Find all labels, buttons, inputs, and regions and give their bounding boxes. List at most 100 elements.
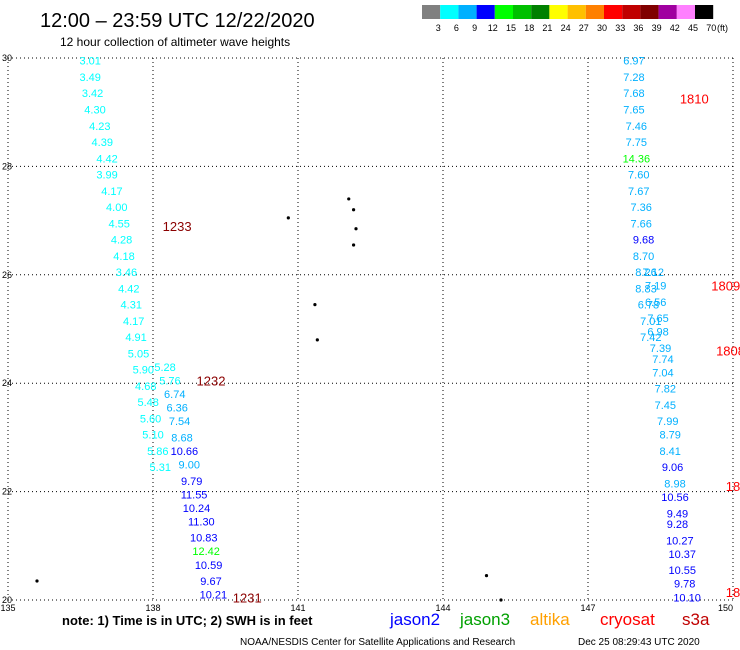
swh-value: 11.55 bbox=[181, 489, 208, 501]
swh-value: 9.79 bbox=[181, 476, 202, 488]
legend-swatch bbox=[458, 5, 477, 19]
swh-value: 6.56 bbox=[645, 297, 666, 309]
legend-label: 30 bbox=[597, 23, 607, 33]
legend-swatch bbox=[640, 5, 659, 19]
legend-swatch bbox=[549, 5, 568, 19]
altimeter-tracks: 3.01 3.49 3.42 4.30 4.23 4.39 4.42 3.99 4.17 4.00… bbox=[79, 56, 740, 606]
swh-value: 7.28 bbox=[623, 72, 644, 84]
swh-value: 9.28 bbox=[667, 519, 688, 531]
legend-label: 36 bbox=[633, 23, 643, 33]
swh-value: 8.70 bbox=[633, 251, 654, 263]
island-marker bbox=[313, 303, 317, 307]
pass-time-label: 1231 bbox=[233, 590, 262, 605]
x-axis: 135 138 141 144 147 150 bbox=[0, 603, 733, 613]
legend-swatch bbox=[585, 5, 604, 19]
swh-value: 9.78 bbox=[674, 579, 695, 591]
footer-note: note: 1) Time is in UTC; 2) SWH is in fe… bbox=[62, 613, 313, 628]
swh-value: 4.17 bbox=[123, 316, 144, 328]
footer-credit: NOAA/NESDIS Center for Satellite Applica… bbox=[240, 637, 515, 648]
x-tick-label: 147 bbox=[580, 603, 595, 613]
legend-label: 21 bbox=[542, 23, 552, 33]
island-marker bbox=[499, 598, 503, 602]
swh-value: 10.10 bbox=[673, 592, 701, 604]
x-tick-label: 138 bbox=[145, 603, 160, 613]
swh-value: 6.78 bbox=[638, 300, 659, 312]
swh-value: 5.31 bbox=[150, 462, 171, 474]
swh-value: 7.66 bbox=[630, 218, 651, 230]
swh-value: 7.68 bbox=[623, 88, 644, 100]
chart-subtitle: 12 hour collection of altimeter wave hei… bbox=[60, 35, 290, 49]
swh-value: 9.06 bbox=[662, 462, 683, 474]
legend-swatch bbox=[604, 5, 623, 19]
swh-value: 9.49 bbox=[667, 508, 688, 520]
island-marker bbox=[351, 208, 356, 212]
swh-value: 7.01 bbox=[640, 316, 661, 328]
island-marker bbox=[286, 216, 290, 220]
swh-value: 7.39 bbox=[650, 343, 671, 355]
island-marker bbox=[351, 243, 356, 247]
legend-label: 70 bbox=[706, 23, 716, 33]
swh-value: 5.48 bbox=[137, 397, 158, 409]
swh-value: 3.01 bbox=[79, 56, 100, 68]
x-tick-label: 135 bbox=[0, 603, 15, 613]
swh-value: 4.31 bbox=[121, 300, 142, 312]
legend-unit: (ft) bbox=[717, 23, 728, 33]
pass-time-label: 1233 bbox=[163, 219, 192, 234]
pass-time-label: 18 bbox=[726, 585, 740, 600]
y-tick-label: 26 bbox=[2, 270, 12, 280]
swh-value: 4.00 bbox=[106, 202, 127, 214]
legend-label: 15 bbox=[506, 23, 516, 33]
legend-label: 24 bbox=[561, 23, 571, 33]
y-tick-label: 24 bbox=[2, 378, 12, 388]
swh-value: 7.19 bbox=[645, 281, 666, 293]
swh-value: 5.86 bbox=[147, 446, 168, 458]
island-marker bbox=[35, 579, 39, 583]
x-tick-label: 150 bbox=[718, 603, 733, 613]
pass-time-label: 180 bbox=[726, 479, 740, 494]
swh-value: 7.65 bbox=[647, 313, 668, 325]
x-tick-label: 144 bbox=[435, 603, 450, 613]
legend-swatch bbox=[695, 5, 714, 19]
legend-swatch bbox=[513, 5, 532, 19]
chart-title: 12:00 – 23:59 UTC 12/22/2020 bbox=[40, 10, 315, 32]
pass-time-label: 1808 bbox=[716, 344, 740, 359]
swh-value: 4.23 bbox=[89, 121, 110, 133]
swh-value: 7.54 bbox=[169, 416, 190, 428]
satellite-label: jason2 bbox=[389, 610, 440, 629]
legend-swatch bbox=[422, 5, 441, 19]
legend-label: 9 bbox=[472, 23, 477, 33]
swh-value: 14.36 bbox=[623, 153, 651, 165]
swh-value: 6.98 bbox=[647, 327, 668, 339]
legend-swatch bbox=[531, 5, 550, 19]
swh-value: 7.45 bbox=[655, 400, 676, 412]
y-tick-label: 28 bbox=[2, 161, 12, 171]
swh-value: 7.42 bbox=[640, 332, 661, 344]
legend-swatch bbox=[658, 5, 677, 19]
legend-swatch bbox=[567, 5, 586, 19]
swh-value: 10.24 bbox=[183, 503, 211, 515]
swh-value: 6.97 bbox=[623, 56, 644, 68]
swh-value: 4.17 bbox=[101, 186, 122, 198]
swh-value: 5.60 bbox=[140, 413, 161, 425]
satellite-label: s3a bbox=[682, 610, 710, 629]
swh-value: 10.56 bbox=[661, 492, 689, 504]
swh-value: 7.65 bbox=[623, 104, 644, 116]
swh-value: 3.99 bbox=[96, 170, 117, 182]
swh-value: 8.83 bbox=[635, 283, 656, 295]
swh-value: 5.76 bbox=[159, 375, 180, 387]
island-marker bbox=[347, 197, 351, 201]
swh-value: 5.90 bbox=[133, 365, 154, 377]
island-marker bbox=[354, 227, 358, 231]
satellite-label: cryosat bbox=[600, 610, 655, 629]
swh-value: 7.74 bbox=[652, 354, 673, 366]
legend-label: 12 bbox=[488, 23, 498, 33]
y-tick-label: 20 bbox=[2, 595, 12, 605]
island-markers bbox=[35, 197, 503, 602]
island-marker bbox=[484, 574, 489, 578]
y-tick-label: 30 bbox=[2, 53, 12, 63]
swh-value: 10.55 bbox=[668, 565, 696, 577]
footer-timestamp: Dec 25 08:29:43 UTC 2020 bbox=[578, 637, 700, 648]
legend-swatch bbox=[440, 5, 459, 19]
swh-value: 3.49 bbox=[79, 72, 100, 84]
